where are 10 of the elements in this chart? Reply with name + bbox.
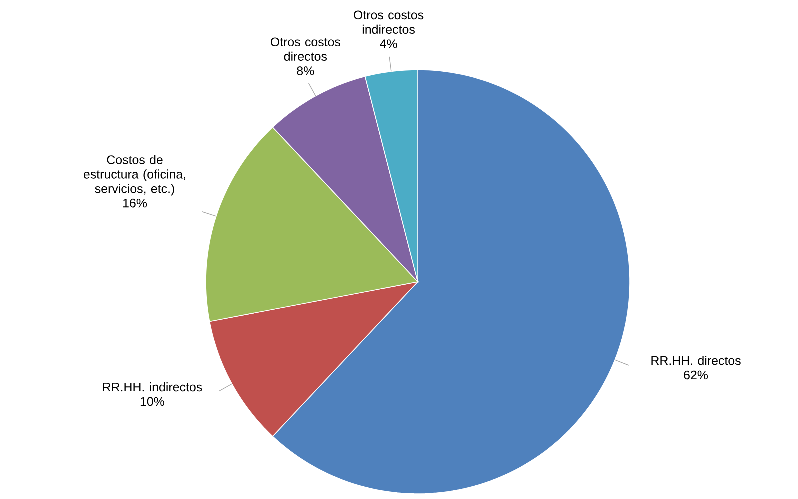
slice-label: Otros costos indirectos <box>354 10 424 34</box>
slice-label: Costos de estructura (oficina, servicios, etc.) <box>84 155 186 196</box>
data-label: 8% <box>297 66 314 76</box>
slice-label: RR.HH. indirectos <box>103 382 202 392</box>
data-label: 4% <box>380 40 398 48</box>
data-label: 16% <box>124 198 148 208</box>
data-label: 62% <box>684 370 708 380</box>
data-label: 10% <box>140 397 164 406</box>
slice-label: RR.HH. directos <box>652 356 741 366</box>
slice-label: Otros costos directos <box>270 38 341 61</box>
